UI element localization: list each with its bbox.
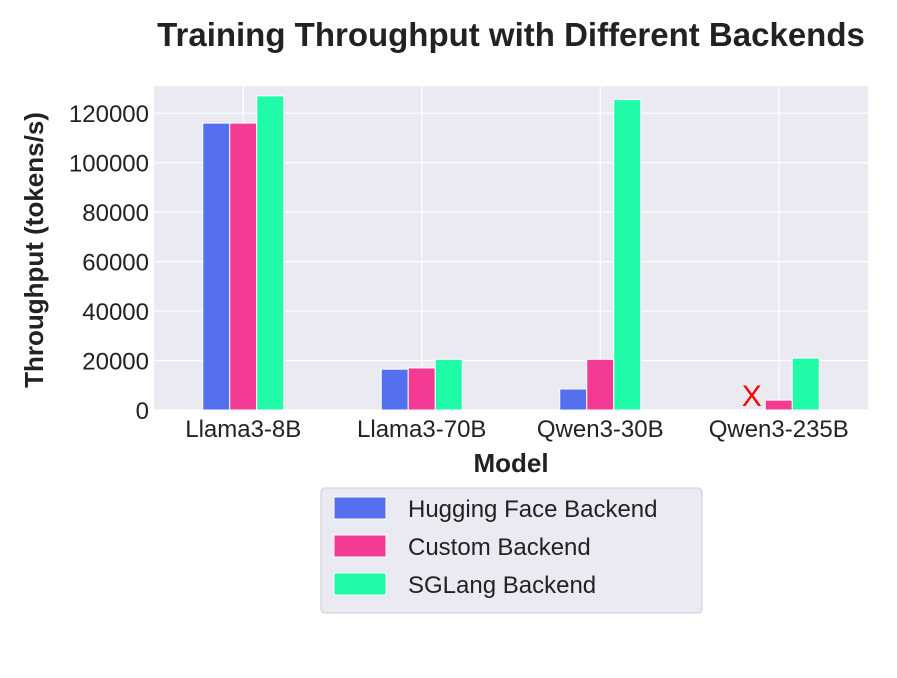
annotation-label: X [742, 380, 762, 413]
y-tick-label: 60000 [82, 250, 149, 277]
legend: Hugging Face Backend Custom Backend SGLang… [320, 487, 703, 614]
y-tick-label: 100000 [69, 151, 149, 178]
annotations: X [742, 380, 762, 413]
x-tick-label: Llama3-70B [357, 416, 486, 443]
x-tick-label: Llama3-8B [185, 416, 301, 443]
bar-group [202, 95, 820, 411]
bar [202, 122, 231, 411]
bar [434, 358, 463, 411]
legend-label: SGLang Backend [408, 572, 596, 599]
bar [380, 368, 409, 411]
legend-swatch [333, 534, 387, 558]
bar [791, 357, 820, 411]
y-axis-label: Throughput (tokens/s) [19, 112, 49, 388]
chart-title: Training Throughput with Different Backe… [157, 16, 865, 53]
legend-swatch [333, 496, 387, 520]
x-tick-labels: Llama3-8B Llama3-70B Qwen3-30B Qwen3-235B [185, 416, 849, 443]
y-tick-labels: 0 20000 40000 60000 80000 100000 120000 [69, 101, 149, 425]
bar [559, 388, 588, 411]
y-tick-label: 0 [136, 398, 149, 425]
y-tick-label: 80000 [82, 200, 149, 227]
x-axis-label: Model [473, 448, 548, 478]
bar [613, 99, 642, 411]
bar [764, 399, 793, 411]
bar [407, 367, 436, 411]
bar [229, 122, 258, 411]
legend-label: Hugging Face Backend [408, 496, 658, 523]
y-tick-label: 40000 [82, 299, 149, 326]
y-tick-label: 20000 [82, 349, 149, 376]
x-tick-label: Qwen3-235B [709, 416, 849, 443]
bar [256, 95, 285, 411]
bar [586, 358, 615, 411]
x-tick-label: Qwen3-30B [537, 416, 664, 443]
legend-items: Hugging Face Backend Custom Backend SGLang… [333, 496, 658, 599]
legend-label: Custom Backend [408, 534, 591, 561]
y-tick-label: 120000 [69, 101, 149, 128]
legend-frame [320, 487, 703, 614]
legend-swatch [333, 572, 387, 596]
